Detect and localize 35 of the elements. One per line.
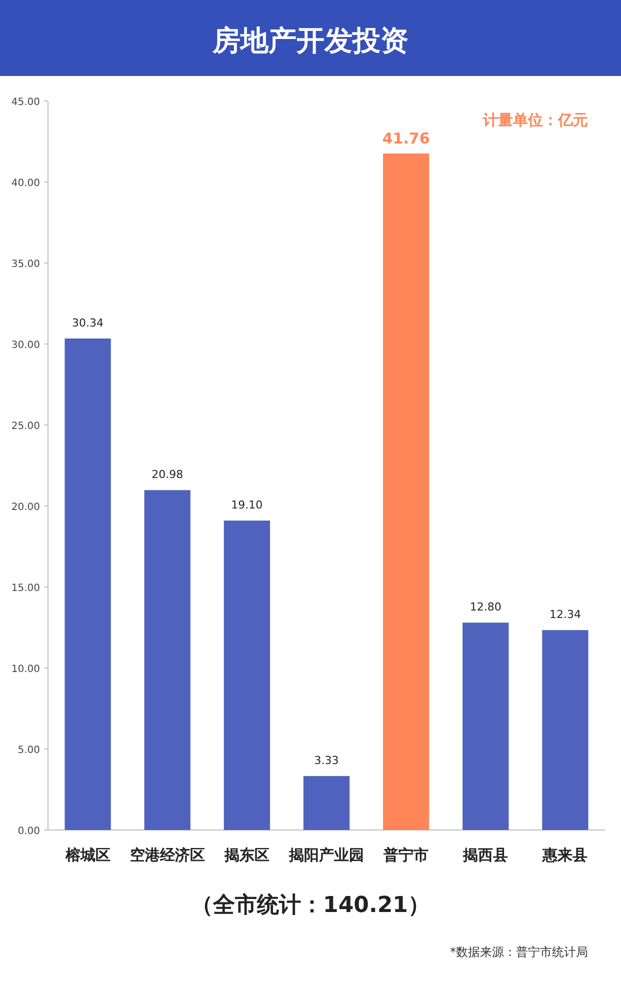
bar xyxy=(382,153,430,830)
chart-title: 房地产开发投资 xyxy=(212,24,408,57)
y-tick-label: 30.00 xyxy=(11,340,40,351)
y-tick-label: 35.00 xyxy=(11,259,40,270)
x-tick-label: 揭东区 xyxy=(223,846,270,864)
bar xyxy=(462,622,509,830)
y-tick-label: 40.00 xyxy=(11,178,40,189)
data-label: 19.10 xyxy=(231,498,263,512)
data-label: 30.34 xyxy=(72,316,104,330)
x-tick-label: 揭西县 xyxy=(462,846,508,864)
data-label: 12.34 xyxy=(549,608,581,622)
bar xyxy=(303,776,350,830)
text: *数据来源：普宁市统计局 xyxy=(450,945,588,959)
data-label: 41.76 xyxy=(382,129,430,148)
x-tick-label: 揭阳产业园 xyxy=(288,846,364,864)
annotation: 计量单位：亿元 xyxy=(482,111,588,129)
y-tick-label: 5.00 xyxy=(18,745,40,756)
x-tick-label: 惠来县 xyxy=(542,846,588,864)
bar xyxy=(224,520,270,830)
bar xyxy=(144,490,190,830)
y-tick-label: 10.00 xyxy=(11,664,40,675)
bar xyxy=(542,630,588,830)
data-label: 3.33 xyxy=(314,754,339,768)
text: （全市统计：140.21） xyxy=(191,892,430,918)
x-tick-label: 空港经济区 xyxy=(130,846,205,864)
y-tick-label: 45.00 xyxy=(11,97,40,108)
x-tick-label: 普宁市 xyxy=(382,846,429,864)
y-tick-label: 0.00 xyxy=(18,826,40,837)
y-tick-label: 25.00 xyxy=(11,421,40,432)
y-tick-label: 15.00 xyxy=(11,583,40,594)
y-tick-label: 20.00 xyxy=(11,502,40,513)
data-label: 20.98 xyxy=(152,468,184,482)
bar xyxy=(64,338,111,830)
data-label: 12.80 xyxy=(470,600,502,614)
x-tick-label: 榕城区 xyxy=(64,846,110,864)
